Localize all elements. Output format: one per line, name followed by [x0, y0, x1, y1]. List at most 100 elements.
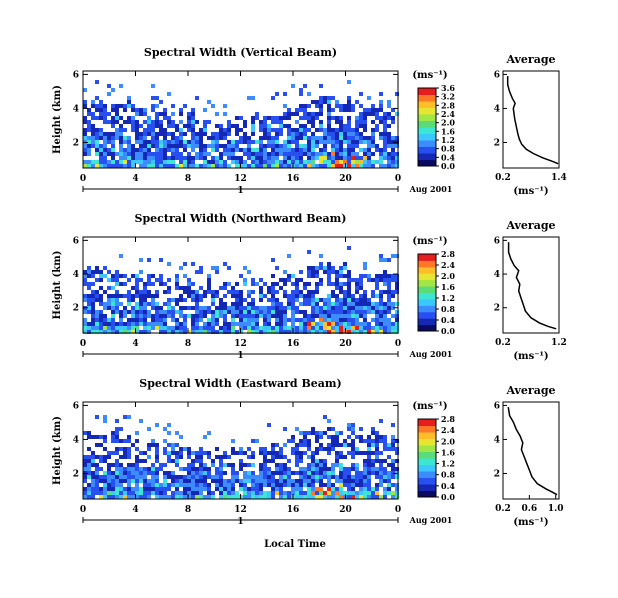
- colorbar-swatch: [418, 311, 436, 319]
- heatmap-cell: [83, 326, 87, 330]
- heatmap-cell: [331, 140, 335, 144]
- heatmap-cell: [323, 310, 327, 314]
- heatmap-cell: [395, 310, 399, 314]
- heatmap-cell: [219, 156, 223, 160]
- heatmap-cell: [271, 306, 275, 310]
- heatmap-cell: [299, 160, 303, 164]
- heatmap-cell: [367, 495, 371, 499]
- heatmap-cell: [191, 298, 195, 302]
- heatmap-cell: [391, 144, 395, 148]
- heatmap-cell: [227, 310, 231, 314]
- heatmap-cell: [127, 136, 131, 140]
- heatmap-cell: [311, 136, 315, 140]
- heatmap-cell: [107, 471, 111, 475]
- heatmap-cell: [319, 459, 323, 463]
- heatmap-cell: [311, 120, 315, 124]
- heatmap-cell: [87, 144, 91, 148]
- heatmap-cell: [259, 286, 263, 290]
- heatmap-cell: [207, 160, 211, 164]
- heatmap-cell: [383, 310, 387, 314]
- heatmap-cell: [343, 467, 347, 471]
- heatmap-cell: [287, 475, 291, 479]
- heatmap-cell: [199, 447, 203, 451]
- heatmap-cell: [251, 483, 255, 487]
- heatmap-cell: [243, 487, 247, 491]
- heatmap-cell: [103, 419, 107, 423]
- heatmap-cell: [315, 290, 319, 294]
- heatmap-cell: [371, 140, 375, 144]
- heatmap-cell: [135, 439, 139, 443]
- heatmap-cell: [347, 479, 351, 483]
- heatmap-cell: [223, 495, 227, 499]
- heatmap-cell: [167, 124, 171, 128]
- heatmap-cell: [139, 258, 143, 262]
- heatmap-cell: [319, 471, 323, 475]
- heatmap-cell: [363, 262, 367, 266]
- heatmap-cell: [155, 423, 159, 427]
- heatmap-cell: [331, 136, 335, 140]
- heatmap-cell: [347, 144, 351, 148]
- heatmap-cell: [159, 258, 163, 262]
- heatmap-cell: [359, 156, 363, 160]
- heatmap-cell: [367, 306, 371, 310]
- heatmap-cell: [307, 455, 311, 459]
- heatmap-cell: [175, 443, 179, 447]
- heatmap-cell: [167, 298, 171, 302]
- heatmap-cell: [299, 491, 303, 495]
- heatmap-cell: [207, 282, 211, 286]
- heatmap-cell: [171, 475, 175, 479]
- heatmap-cell: [139, 314, 143, 318]
- heatmap-cell: [115, 471, 119, 475]
- heatmap-cell: [143, 286, 147, 290]
- heatmap-cell: [159, 495, 163, 499]
- heatmap-cell: [107, 487, 111, 491]
- heatmap-cell: [87, 294, 91, 298]
- heatmap-cell: [91, 140, 95, 144]
- heatmap-cell: [267, 164, 271, 168]
- heatmap-cell: [375, 286, 379, 290]
- heatmap-cell: [115, 270, 119, 274]
- average-title: Average: [505, 219, 555, 232]
- heatmap-cell: [191, 164, 195, 168]
- heatmap-cell: [371, 451, 375, 455]
- heatmap-cell: [371, 104, 375, 108]
- heatmap-cell: [235, 294, 239, 298]
- heatmap-cell: [299, 148, 303, 152]
- heatmap-cell: [139, 124, 143, 128]
- heatmap-cell: [291, 435, 295, 439]
- heatmap-cell: [127, 495, 131, 499]
- x-tick-label: 20: [339, 174, 352, 184]
- heatmap-cell: [359, 164, 363, 168]
- heatmap-cell: [171, 120, 175, 124]
- heatmap-cell: [263, 471, 267, 475]
- heatmap-cell: [319, 435, 323, 439]
- heatmap-cell: [379, 495, 383, 499]
- heatmap-cell: [319, 156, 323, 160]
- heatmap-cell: [123, 330, 127, 334]
- heatmap-cell: [323, 491, 327, 495]
- heatmap-cell: [371, 495, 375, 499]
- heatmap-cell: [83, 100, 87, 104]
- heatmap-cell: [223, 471, 227, 475]
- heatmap-cell: [275, 479, 279, 483]
- heatmap-cell: [199, 286, 203, 290]
- heatmap-cell: [283, 471, 287, 475]
- colorbar-unit: (ms⁻¹): [412, 236, 447, 247]
- heatmap-cell: [143, 475, 147, 479]
- x-tick-label: 0: [80, 505, 86, 515]
- heatmap-cell: [135, 463, 139, 467]
- heatmap-cell: [167, 451, 171, 455]
- heatmap-cell: [179, 451, 183, 455]
- heatmap-cell: [135, 479, 139, 483]
- heatmap-cell: [111, 278, 115, 282]
- heatmap-cell: [243, 495, 247, 499]
- heatmap-cell: [391, 278, 395, 282]
- heatmap-cell: [191, 262, 195, 266]
- heatmap-cell: [103, 136, 107, 140]
- heatmap-cell: [151, 108, 155, 112]
- heatmap-cell: [187, 471, 191, 475]
- heatmap-cell: [95, 467, 99, 471]
- heatmap-cell: [391, 423, 395, 427]
- colorbar-swatch: [418, 298, 436, 306]
- colorbar-tick-label: 2.4: [441, 109, 455, 119]
